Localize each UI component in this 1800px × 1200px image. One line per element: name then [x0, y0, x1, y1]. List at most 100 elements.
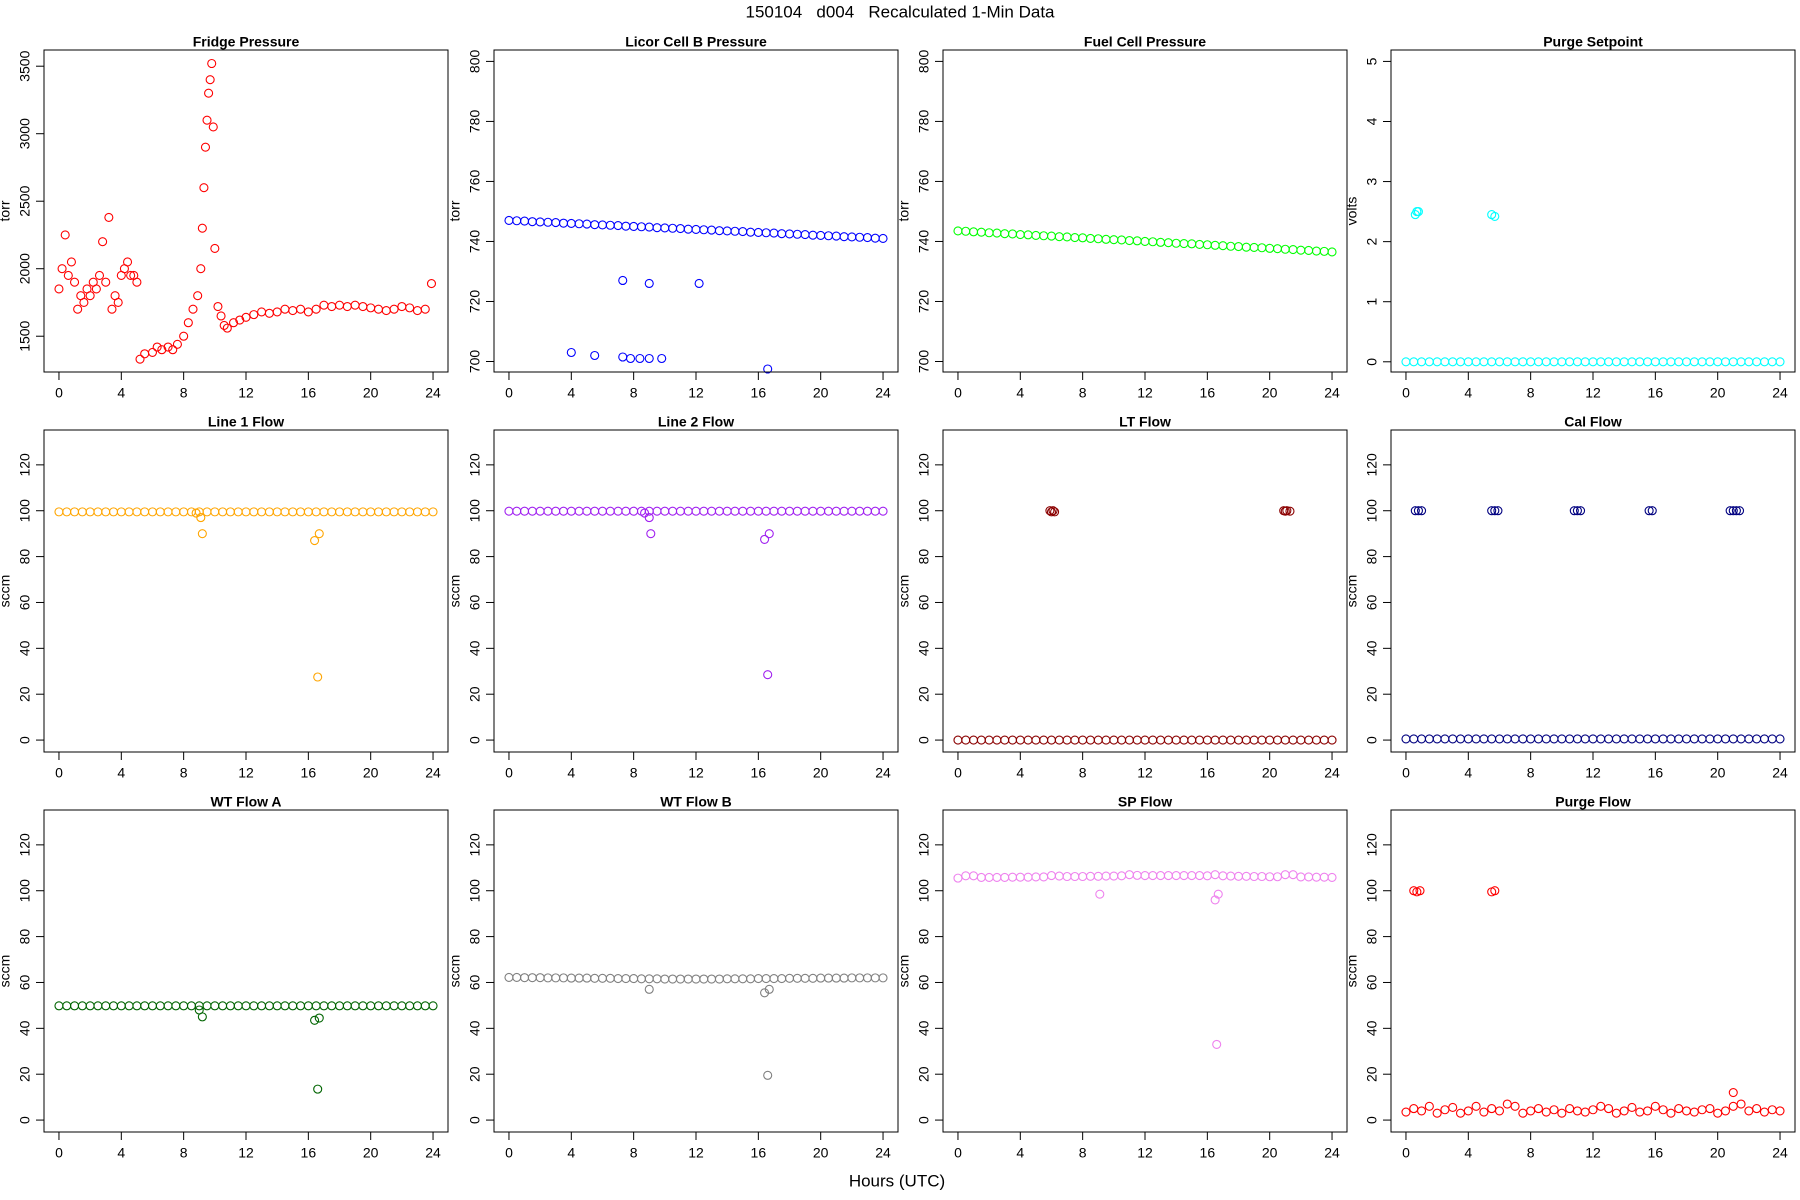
- data-point: [1296, 872, 1306, 882]
- data-point: [1510, 1101, 1520, 1111]
- data-point: [1644, 506, 1654, 516]
- x-tick-label: 4: [567, 385, 575, 401]
- y-tick-label: 120: [1364, 453, 1380, 477]
- data-point: [1713, 1108, 1723, 1118]
- data-point: [1085, 735, 1095, 745]
- data-point: [327, 301, 337, 312]
- data-point: [629, 974, 639, 984]
- data-point: [1045, 506, 1055, 516]
- y-tick-label: 80: [17, 549, 33, 565]
- data-point: [366, 303, 376, 313]
- data-point: [968, 227, 979, 237]
- data-point: [1424, 357, 1434, 367]
- data-point: [691, 224, 701, 235]
- data-point: [179, 331, 189, 341]
- data-point: [197, 529, 207, 539]
- y-axis-label: torr: [896, 200, 912, 221]
- x-tick-label: 24: [1772, 385, 1788, 401]
- data-point: [753, 506, 763, 516]
- data-point: [1148, 735, 1158, 745]
- data-point: [1518, 1108, 1528, 1118]
- data-point: [1265, 872, 1275, 882]
- data-point: [1424, 734, 1434, 744]
- data-point: [98, 237, 108, 247]
- data-point: [1728, 734, 1738, 744]
- data-point: [241, 507, 251, 517]
- data-point: [847, 506, 857, 516]
- data-point: [1526, 1106, 1536, 1116]
- data-point: [566, 506, 576, 516]
- y-tick-label: 60: [17, 594, 33, 610]
- y-tick-label: 780: [467, 110, 483, 134]
- data-point: [126, 270, 136, 281]
- data-point: [1078, 871, 1088, 882]
- data-point: [1549, 734, 1559, 744]
- plot-frame: [1390, 429, 1796, 753]
- y-tick-label: 100: [17, 499, 33, 523]
- x-tick-label: 0: [505, 385, 513, 401]
- x-tick-label: 12: [1137, 385, 1153, 401]
- data-point: [1272, 244, 1283, 254]
- data-point: [1095, 889, 1105, 899]
- data-point: [816, 506, 826, 516]
- data-point: [1494, 734, 1505, 744]
- data-point: [1416, 1106, 1427, 1116]
- data-point: [1432, 734, 1442, 744]
- data-point: [1093, 871, 1103, 881]
- data-point: [222, 323, 232, 333]
- data-point: [1257, 243, 1267, 253]
- y-tick-label: 80: [916, 549, 932, 565]
- data-point: [862, 233, 873, 243]
- x-tick-label: 0: [954, 385, 962, 401]
- data-point: [93, 1001, 103, 1011]
- data-point: [1455, 734, 1466, 744]
- data-point: [1101, 735, 1111, 745]
- data-point: [405, 507, 415, 517]
- data-point: [722, 974, 732, 984]
- data-point: [527, 973, 537, 983]
- data-point: [311, 304, 321, 314]
- panel: Fridge Pressure torr 0 4 8 12 16 20 24 1500 2000 25…: [0, 34, 449, 401]
- data-point: [823, 973, 834, 983]
- data-point: [116, 507, 126, 517]
- data-point: [342, 1001, 352, 1011]
- data-point: [405, 303, 415, 313]
- data-point: [1736, 1099, 1746, 1109]
- panel: Purge Flow sccm 0 4 8 12 16 20 24 0 20 40 60 80 100 120: [1344, 794, 1796, 1161]
- data-point: [1171, 871, 1181, 881]
- data-point: [839, 506, 849, 516]
- data-point: [132, 1001, 142, 1011]
- data-point: [140, 1001, 150, 1011]
- data-point: [132, 507, 142, 517]
- data-point: [366, 507, 376, 517]
- panel: Line 2 Flow sccm 0 4 8 12 16 20 24 0 20 40 60 80 100 12…: [447, 414, 899, 781]
- data-point: [621, 506, 631, 516]
- x-tick-label: 20: [1262, 385, 1278, 401]
- data-point: [1272, 872, 1283, 882]
- data-point: [566, 218, 576, 229]
- y-tick-label: 60: [467, 594, 483, 610]
- data-point: [1487, 734, 1497, 744]
- y-axis-label: sccm: [0, 955, 13, 988]
- y-tick-label: 20: [916, 686, 932, 702]
- x-tick-label: 4: [567, 1145, 575, 1161]
- data-point: [1471, 357, 1481, 367]
- data-point: [1705, 357, 1715, 367]
- data-point: [200, 142, 211, 152]
- data-point: [310, 535, 320, 546]
- data-point: [1070, 871, 1080, 882]
- data-point: [1533, 1104, 1543, 1114]
- data-point: [1734, 506, 1745, 516]
- data-point: [1171, 735, 1181, 745]
- data-point: [512, 216, 522, 226]
- data-point: [1658, 1105, 1668, 1115]
- data-point: [1658, 357, 1668, 367]
- x-tick-label: 0: [1402, 1145, 1410, 1161]
- data-point: [855, 973, 865, 983]
- data-point: [272, 507, 282, 517]
- y-tick-label: 0: [1364, 358, 1380, 366]
- data-point: [389, 304, 399, 314]
- data-point: [1627, 734, 1637, 744]
- data-point: [1541, 734, 1551, 744]
- data-point: [135, 354, 145, 364]
